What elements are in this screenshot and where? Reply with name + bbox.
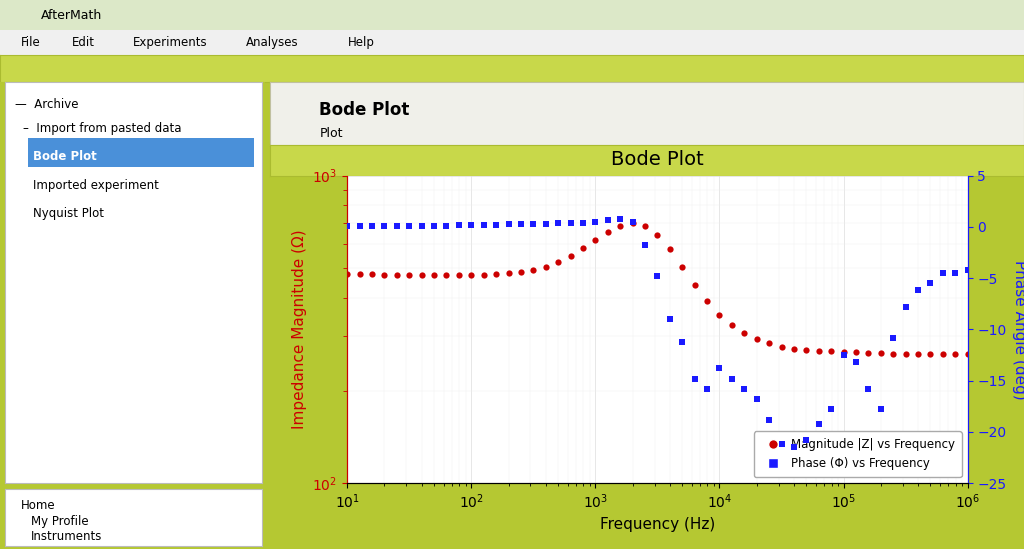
Legend: Magnitude |Z| vs Frequency, Phase (Φ) vs Frequency: Magnitude |Z| vs Frequency, Phase (Φ) vs… — [754, 431, 962, 477]
Y-axis label: Phase Angle (deg): Phase Angle (deg) — [1013, 260, 1024, 399]
Text: Bode Plot: Bode Plot — [34, 150, 97, 164]
Text: File: File — [20, 36, 40, 49]
Text: Imported experiment: Imported experiment — [34, 178, 160, 192]
Text: Analyses: Analyses — [246, 36, 298, 49]
X-axis label: Frequency (Hz): Frequency (Hz) — [600, 517, 715, 532]
Text: Nyquist Plot: Nyquist Plot — [34, 206, 104, 220]
FancyBboxPatch shape — [29, 138, 254, 166]
Text: Bode Plot: Bode Plot — [319, 102, 410, 119]
Title: Bode Plot: Bode Plot — [611, 149, 703, 169]
Text: AfterMath: AfterMath — [41, 9, 102, 21]
Text: Instruments: Instruments — [31, 530, 102, 543]
Text: My Profile: My Profile — [31, 514, 88, 528]
Text: –  Import from pasted data: – Import from pasted data — [24, 122, 181, 136]
Text: —  Archive: — Archive — [15, 98, 79, 111]
Text: Plot: Plot — [319, 127, 343, 139]
Text: Help: Help — [348, 36, 375, 49]
Text: Home: Home — [20, 499, 55, 512]
Text: Experiments: Experiments — [133, 36, 208, 49]
Y-axis label: Impedance Magnitude (Ω): Impedance Magnitude (Ω) — [292, 229, 306, 429]
Text: Edit: Edit — [72, 36, 94, 49]
